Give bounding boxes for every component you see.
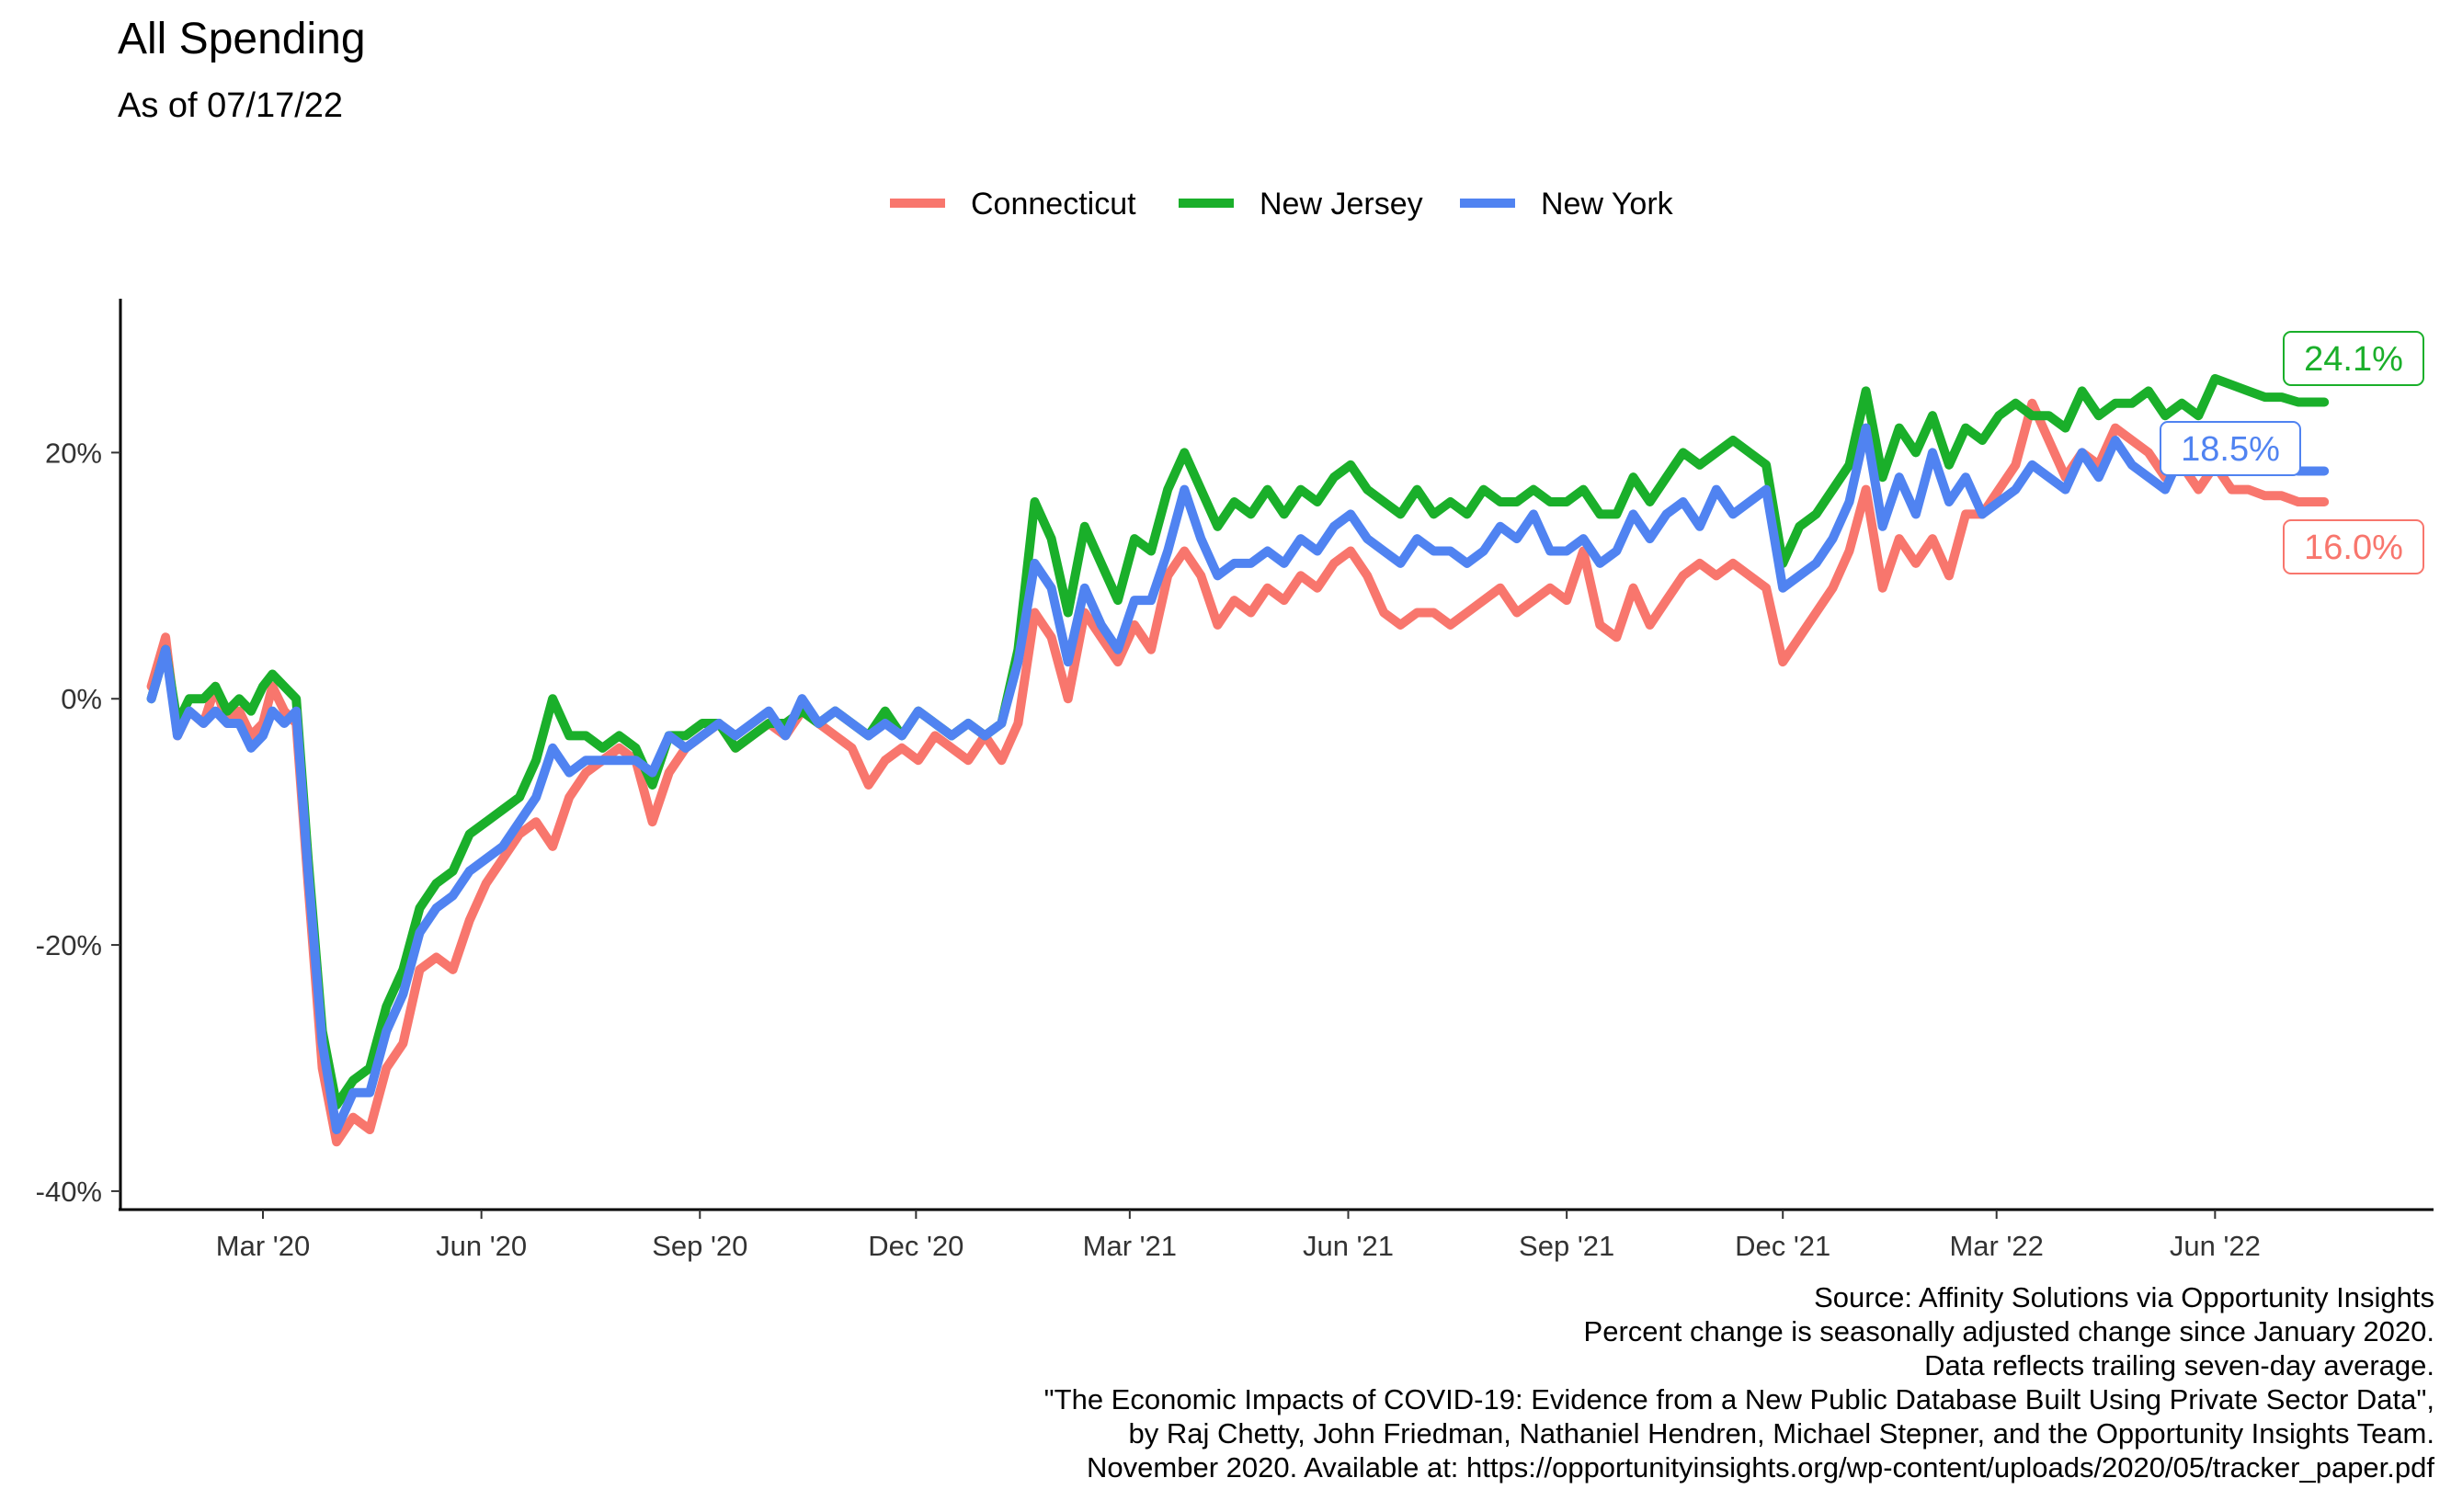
y-tick-label: 0% — [61, 683, 102, 715]
axes — [119, 299, 2434, 1211]
legend: Connecticut New Jersey New York — [890, 187, 1674, 222]
x-tick-label: Sep '21 — [1519, 1230, 1614, 1262]
end-label-text: 16.0% — [2304, 529, 2403, 567]
series-lines — [146, 374, 2330, 1147]
end-label-box — [2283, 331, 2424, 386]
end-label-connecticut: 16.0% — [2283, 519, 2424, 574]
caption-line: Source: Affinity Solutions via Opportuni… — [1814, 1281, 2434, 1313]
x-tick-label: Jun '20 — [436, 1230, 527, 1262]
series-line-connecticut — [146, 398, 2330, 1147]
end-label-new-jersey: 24.1% — [2283, 331, 2424, 386]
caption-line: Percent change is seasonally adjusted ch… — [1584, 1315, 2434, 1347]
y-tick-label: -20% — [36, 929, 102, 961]
legend-item-new-york: New York — [1460, 187, 1674, 222]
end-label-box — [2160, 421, 2301, 476]
x-tick-label: Dec '20 — [868, 1230, 963, 1262]
series-line-new-york — [146, 423, 2330, 1134]
chart-subtitle: As of 07/17/22 — [118, 86, 343, 125]
legend-item-connecticut: Connecticut — [890, 187, 1136, 222]
y-tick-label: -40% — [36, 1176, 102, 1208]
caption-line: November 2020. Available at: https://opp… — [1087, 1451, 2434, 1484]
x-tick-label: Mar '20 — [216, 1230, 310, 1262]
end-label-box — [2283, 519, 2424, 574]
legend-label: New Jersey — [1260, 187, 1423, 222]
caption-line: by Raj Chetty, John Friedman, Nathaniel … — [1129, 1417, 2434, 1449]
x-tick-label: Mar '22 — [1949, 1230, 2043, 1262]
series-line-new-jersey — [146, 374, 2330, 1110]
x-ticks: Mar '20 Jun '20 Sep '20 Dec '20 Mar '21 Jun '… — [216, 1210, 2261, 1262]
x-tick-label: Dec '21 — [1735, 1230, 1830, 1262]
x-tick-label: Jun '21 — [1303, 1230, 1394, 1262]
end-labels: 16.0% 24.1% 18.5% — [2160, 331, 2424, 574]
chart-title: All Spending — [118, 15, 366, 63]
x-tick-label: Jun '22 — [2170, 1230, 2261, 1262]
legend-label: New York — [1541, 187, 1674, 222]
y-tick-label: 20% — [45, 437, 102, 469]
legend-item-new-jersey: New Jersey — [1179, 187, 1423, 222]
y-ticks: 20% 0% -20% -40% — [36, 437, 120, 1208]
caption-line: Data reflects trailing seven-day average… — [1924, 1349, 2434, 1381]
end-label-text: 24.1% — [2304, 340, 2403, 379]
x-tick-label: Mar '21 — [1083, 1230, 1177, 1262]
legend-label: Connecticut — [971, 187, 1136, 222]
end-label-text: 18.5% — [2181, 430, 2280, 469]
x-tick-label: Sep '20 — [652, 1230, 747, 1262]
caption-line: "The Economic Impacts of COVID-19: Evide… — [1044, 1383, 2434, 1415]
caption: Source: Affinity Solutions via Opportuni… — [1044, 1281, 2435, 1484]
end-label-new-york: 18.5% — [2160, 421, 2301, 476]
